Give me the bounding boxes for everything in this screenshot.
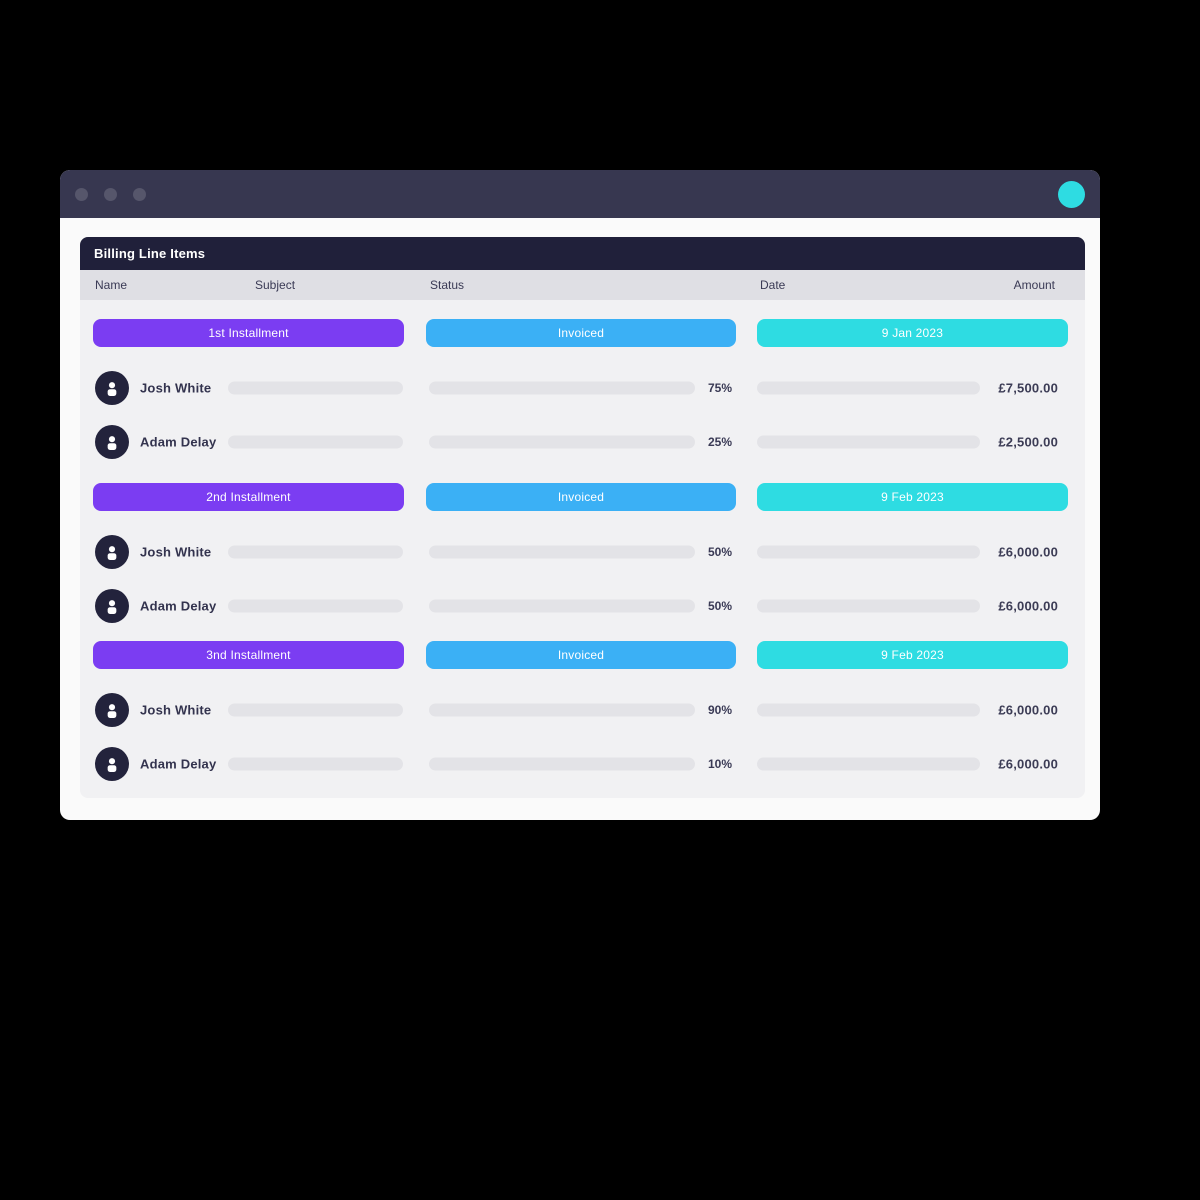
- table-body: 1st Installment Invoiced 9 Jan 2023 Josh…: [80, 319, 1085, 791]
- avatar: [95, 371, 129, 405]
- invoiced-status-pill[interactable]: Invoiced: [426, 641, 736, 669]
- column-header-subject: Subject: [255, 278, 296, 292]
- installment-header-row: 2nd Installment Invoiced 9 Feb 2023: [80, 483, 1085, 511]
- person-icon: [107, 704, 117, 718]
- amount-value: £6,000.00: [998, 702, 1058, 718]
- table-row[interactable]: Adam Delay 10% £6,000.00: [80, 737, 1085, 791]
- person-icon: [107, 546, 117, 560]
- table-row[interactable]: Adam Delay 50% £6,000.00: [80, 579, 1085, 633]
- date-pill[interactable]: 9 Feb 2023: [757, 641, 1068, 669]
- installment-pill[interactable]: 2nd Installment: [93, 483, 404, 511]
- avatar: [95, 747, 129, 781]
- person-icon: [107, 436, 117, 450]
- date-placeholder-bar: [757, 435, 980, 449]
- person-name: Adam Delay: [140, 434, 217, 450]
- progress-bar-track: [429, 599, 695, 613]
- person-name: Adam Delay: [140, 756, 217, 772]
- amount-value: £2,500.00: [998, 434, 1058, 450]
- progress-bar-track: [429, 381, 695, 395]
- window-titlebar: [60, 170, 1100, 218]
- person-name: Adam Delay: [140, 598, 217, 614]
- subject-placeholder-bar: [228, 435, 403, 449]
- progress-percent-label: 75%: [707, 381, 732, 395]
- date-placeholder-bar: [757, 757, 980, 771]
- installment-header-row: 3nd Installment Invoiced 9 Feb 2023: [80, 641, 1085, 669]
- table-row[interactable]: Adam Delay 25% £2,500.00: [80, 415, 1085, 469]
- date-pill[interactable]: 9 Feb 2023: [757, 483, 1068, 511]
- amount-value: £6,000.00: [998, 544, 1058, 560]
- column-header-name: Name: [95, 278, 128, 292]
- progress-bar-track: [429, 545, 695, 559]
- progress-percent-label: 50%: [707, 599, 732, 613]
- table-row[interactable]: Josh White 90% £6,000.00: [80, 683, 1085, 737]
- subject-placeholder-bar: [228, 545, 403, 559]
- progress-bar-track: [429, 757, 695, 771]
- avatar: [95, 425, 129, 459]
- installment-pill[interactable]: 3nd Installment: [93, 641, 404, 669]
- table-column-header-row: Name Subject Status Date Amount: [80, 270, 1085, 300]
- window-control-dot[interactable]: [104, 187, 117, 201]
- table-row[interactable]: Josh White 75% £7,500.00: [80, 361, 1085, 415]
- subject-placeholder-bar: [228, 599, 403, 613]
- person-icon: [107, 382, 117, 396]
- invoiced-status-pill[interactable]: Invoiced: [426, 483, 736, 511]
- date-placeholder-bar: [757, 545, 980, 559]
- column-header-amount: Amount: [1013, 278, 1055, 292]
- amount-value: £6,000.00: [998, 598, 1058, 614]
- avatar: [95, 693, 129, 727]
- person-icon: [107, 758, 117, 772]
- window-control-dot[interactable]: [75, 187, 88, 201]
- accent-circle-button[interactable]: [1058, 180, 1085, 208]
- date-placeholder-bar: [757, 381, 980, 395]
- amount-value: £7,500.00: [998, 380, 1058, 396]
- table-title: Billing Line Items: [80, 237, 1085, 270]
- column-header-date: Date: [760, 278, 786, 292]
- window-control-dot[interactable]: [133, 187, 146, 201]
- person-name: Josh White: [140, 380, 212, 396]
- subject-placeholder-bar: [228, 381, 403, 395]
- progress-bar-track: [429, 435, 695, 449]
- progress-percent-label: 50%: [707, 545, 732, 559]
- progress-bar-track: [429, 703, 695, 717]
- person-icon: [107, 600, 117, 614]
- table-row[interactable]: Josh White 50% £6,000.00: [80, 525, 1085, 579]
- person-name: Josh White: [140, 544, 212, 560]
- column-header-status: Status: [430, 278, 465, 292]
- date-placeholder-bar: [757, 599, 980, 613]
- progress-percent-label: 10%: [707, 757, 732, 771]
- progress-percent-label: 90%: [707, 703, 732, 717]
- app-window: Billing Line Items Name Subject Status D…: [60, 170, 1100, 820]
- avatar: [95, 589, 129, 623]
- date-placeholder-bar: [757, 703, 980, 717]
- date-pill[interactable]: 9 Jan 2023: [757, 319, 1068, 347]
- progress-percent-label: 25%: [707, 435, 732, 449]
- avatar: [95, 535, 129, 569]
- invoiced-status-pill[interactable]: Invoiced: [426, 319, 736, 347]
- installment-pill[interactable]: 1st Installment: [93, 319, 404, 347]
- subject-placeholder-bar: [228, 757, 403, 771]
- person-name: Josh White: [140, 702, 212, 718]
- installment-header-row: 1st Installment Invoiced 9 Jan 2023: [80, 319, 1085, 347]
- billing-line-items-table: Billing Line Items Name Subject Status D…: [80, 237, 1085, 798]
- amount-value: £6,000.00: [998, 756, 1058, 772]
- subject-placeholder-bar: [228, 703, 403, 717]
